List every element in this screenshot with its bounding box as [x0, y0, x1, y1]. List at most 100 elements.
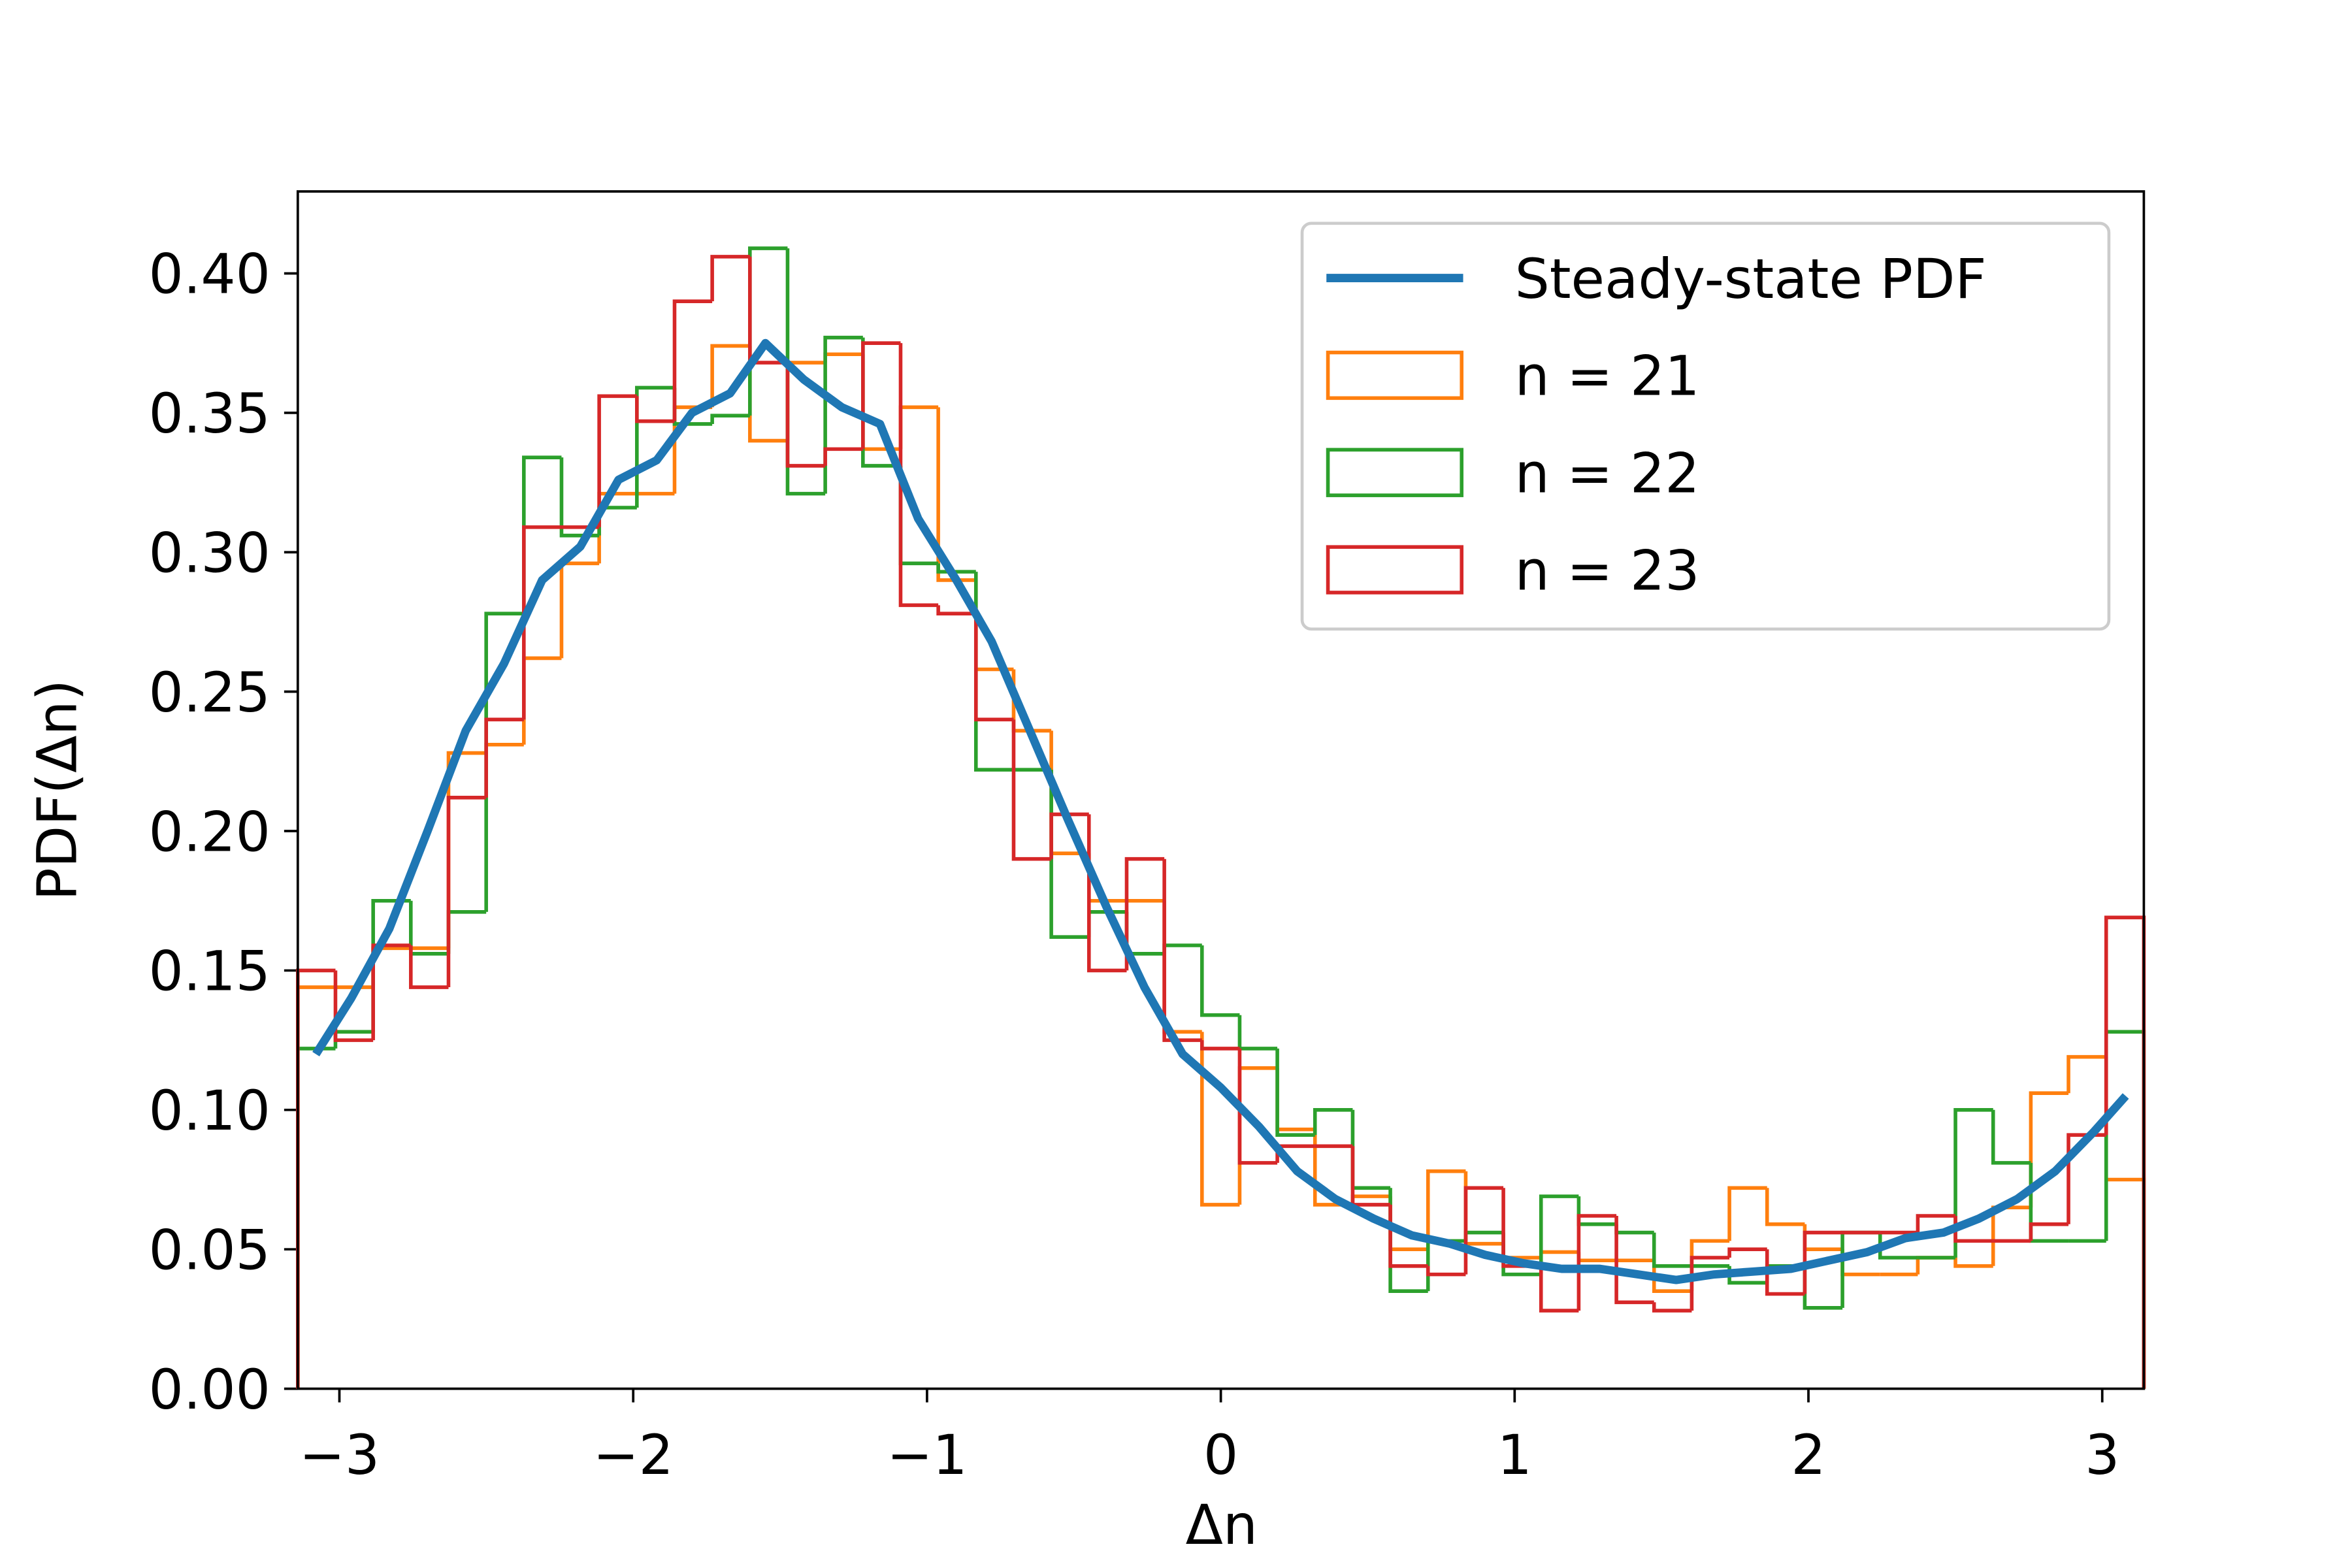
histogram-bar [1200, 1032, 1240, 1207]
histogram-bar [1614, 1224, 1654, 1235]
x-tick-label: 3 [2085, 1423, 2119, 1487]
histogram-bar [333, 970, 374, 1042]
histogram-bar [1049, 812, 1089, 859]
legend-swatch [1326, 350, 1464, 400]
histogram-bar [1539, 1194, 1579, 1275]
histogram-bar [1916, 1214, 1956, 1233]
histogram-bar [1200, 1040, 1240, 1051]
histogram-bar [1426, 1266, 1466, 1277]
histogram-bar [973, 613, 1014, 722]
histogram-bar [1803, 1230, 1843, 1294]
y-tick-label: 0.10 [149, 1079, 270, 1143]
histogram-bar [2029, 1091, 2069, 1208]
histogram-bar [409, 945, 449, 989]
histogram-bar [1237, 1048, 1278, 1165]
x-tick-label: 1 [1497, 1423, 1532, 1487]
axes-frame [296, 190, 2146, 1390]
histogram-bar [1011, 719, 1052, 861]
y-tick-label: 0.25 [149, 661, 270, 725]
y-axis-label: PDF(Δn) [25, 679, 89, 901]
histogram-bar [2066, 1054, 2106, 1094]
histogram-bar [1576, 1214, 1617, 1311]
legend-label: n = 22 [1515, 441, 1700, 505]
y-tick-label: 0.20 [149, 800, 270, 864]
histogram-bar [1652, 1232, 1692, 1268]
histogram-bar [1350, 1109, 1391, 1190]
histogram-bar [559, 561, 600, 659]
histogram-bar [1576, 1196, 1617, 1226]
histogram-bar [748, 246, 788, 416]
legend-label: n = 23 [1515, 538, 1700, 602]
y-tick-label: 0.00 [149, 1358, 270, 1422]
histogram-bar [1765, 1188, 1805, 1226]
legend-swatch [1326, 448, 1464, 497]
histogram-bar [1916, 1256, 1956, 1275]
histogram-bar [446, 910, 487, 954]
histogram-bar [371, 943, 411, 1041]
histogram-bar [1765, 1249, 1805, 1296]
histogram-bar [1124, 911, 1165, 956]
histogram-bar [861, 337, 901, 468]
histogram-bar [2104, 1030, 2146, 1389]
x-tick-label: 0 [1203, 1423, 1238, 1487]
histogram-bar [710, 344, 750, 408]
histogram-bar [1313, 1108, 1353, 1135]
plot-area [296, 246, 2146, 1389]
histogram-bar [785, 248, 826, 496]
legend-box [1300, 221, 2111, 631]
histogram-bar [823, 447, 863, 466]
histogram-bar [898, 405, 939, 449]
legend-label: n = 21 [1515, 344, 1700, 408]
histogram-bar [1652, 1260, 1692, 1294]
histogram-bar [296, 1047, 336, 1389]
histogram-bar [1501, 1243, 1541, 1260]
histogram-bar [785, 363, 826, 468]
histogram-bar [1275, 1068, 1315, 1132]
y-tick-label: 0.40 [149, 242, 270, 306]
histogram-bar [522, 525, 562, 720]
histogram-bar [597, 394, 637, 527]
histogram-bar [484, 717, 524, 798]
y-tick-label: 0.35 [149, 382, 270, 446]
histogram-bar [484, 742, 524, 753]
histogram-bar [1162, 943, 1202, 954]
histogram-bar [1991, 1109, 2031, 1165]
histogram-bar [1803, 1224, 1843, 1251]
histogram-bar [1162, 900, 1202, 1034]
histogram-bar [1501, 1188, 1541, 1268]
legend: Steady-state PDF n = 21 n = 22 n = 23 [1300, 221, 2111, 631]
legend-swatch [1326, 545, 1464, 595]
histogram-bar [484, 612, 524, 912]
histogram-bar [1690, 1256, 1730, 1311]
x-tick-label: −2 [593, 1423, 673, 1487]
histogram-bar [1614, 1215, 1654, 1305]
histogram-bar [936, 563, 976, 574]
histogram-bar [446, 751, 487, 949]
histogram-bar [1426, 1169, 1466, 1250]
histogram-bar [2104, 915, 2146, 1389]
x-tick-label: −3 [299, 1423, 380, 1487]
histogram-bar [1727, 1186, 1767, 1241]
histogram-bar [1539, 1250, 1579, 1258]
histogram-bar [898, 343, 939, 608]
histogram-bar [1124, 857, 1165, 971]
histogram-bar [522, 455, 562, 614]
y-tick-label: 0.05 [149, 1218, 270, 1282]
histogram-bar [710, 255, 750, 302]
histogram-bar [1463, 1230, 1504, 1241]
pdf-line [312, 338, 2129, 1284]
histogram-bar [1991, 1205, 2031, 1266]
histogram-bar [1953, 1108, 1993, 1258]
histogram-bar [1162, 858, 1202, 1042]
histogram-bar [1652, 1302, 1692, 1313]
histogram-bar [446, 796, 487, 988]
histogram-bar [1539, 1266, 1579, 1313]
histogram-bar [936, 407, 976, 582]
histogram-bar [522, 656, 562, 745]
x-tick-label: −1 [887, 1423, 967, 1487]
histogram-bar [672, 405, 713, 494]
histogram-bar [1576, 1252, 1617, 1263]
histogram-bar [1840, 1230, 1880, 1308]
